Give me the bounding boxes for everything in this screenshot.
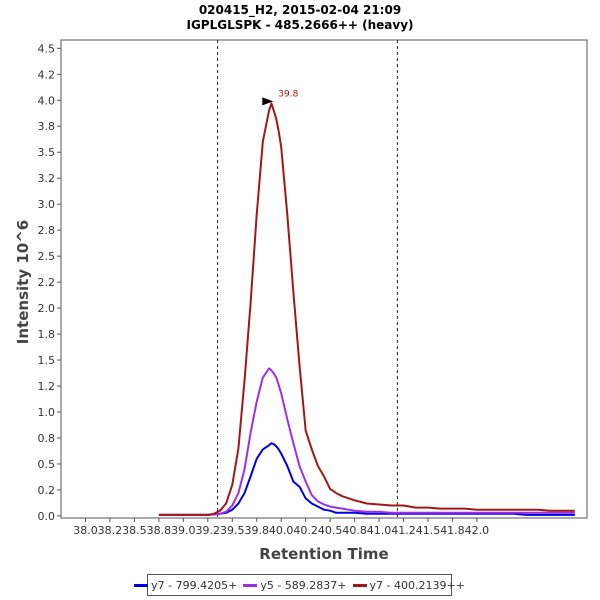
legend-item: y5 - 589.2837+ <box>243 578 347 592</box>
y-tick-label: 0.8 <box>38 432 56 445</box>
x-tick-label: 40.0 <box>269 524 294 537</box>
legend-swatch-icon <box>352 583 367 587</box>
x-tick-label: 38.5 <box>122 524 147 537</box>
y-tick-label: 1.0 <box>38 406 56 419</box>
chart-legend: y7 - 799.4205+ y5 - 589.2837+ y7 - 400.2… <box>134 574 465 596</box>
y-tick-label: 3.8 <box>38 120 56 133</box>
x-tick-label: 39.8 <box>244 524 269 537</box>
y-tick-label: 2.0 <box>38 302 56 315</box>
y-tick-label: 1.8 <box>38 328 56 341</box>
legend-label: y7 - 400.2139++ <box>369 578 465 592</box>
y-tick-label: 4.0 <box>38 94 56 107</box>
x-tick-label: 38.2 <box>98 524 123 537</box>
y-tick-label: 1.2 <box>38 380 56 393</box>
legend-swatch-icon <box>243 583 258 587</box>
x-tick-label: 39.2 <box>196 524 221 537</box>
x-tick-label: 38.0 <box>73 524 98 537</box>
y-tick-label: 0.0 <box>38 510 56 523</box>
x-tick-label: 40.2 <box>293 524 318 537</box>
x-tick-label: 42.0 <box>465 524 490 537</box>
series-line <box>158 367 575 516</box>
y-tick-label: 0.2 <box>38 484 56 497</box>
legend-label: y7 - 799.4205+ <box>151 578 238 592</box>
legend-swatch-icon <box>134 583 149 587</box>
chart-title: 020415_H2, 2015-02-04 21:09 <box>198 3 402 17</box>
y-tick-label: 2.5 <box>38 250 56 263</box>
x-axis-label: Retention Time <box>259 545 388 563</box>
y-axis-label: Intensity 10^6 <box>14 220 32 344</box>
y-tick-label: 0.5 <box>38 458 56 471</box>
x-tick-label: 39.5 <box>220 524 245 537</box>
x-tick-label: 41.2 <box>391 524 416 537</box>
x-tick-label: 40.5 <box>318 524 343 537</box>
x-tick-label: 41.8 <box>440 524 465 537</box>
plot-frame <box>60 39 588 519</box>
legend-item: y7 - 799.4205+ <box>134 579 237 592</box>
series-line <box>158 102 575 516</box>
x-tick-label: 41.5 <box>416 524 441 537</box>
chart-subtitle: IGPLGLSPK - 485.2666++ (heavy) <box>186 18 414 32</box>
peak-label: 39.8 <box>278 89 298 99</box>
peak-marker-icon <box>262 97 274 106</box>
y-tick-label: 3.2 <box>38 172 56 185</box>
y-tick-label: 4.2 <box>38 68 56 81</box>
x-tick-label: 41.0 <box>367 524 392 537</box>
y-tick-label: 4.5 <box>38 42 56 55</box>
y-tick-label: 2.8 <box>38 224 56 237</box>
x-tick-label: 39.0 <box>171 524 196 537</box>
y-tick-label: 2.2 <box>38 276 56 289</box>
y-tick-label: 3.5 <box>38 146 56 159</box>
legend-label: y5 - 589.2837+ <box>260 578 347 592</box>
x-tick-label: 40.8 <box>342 524 367 537</box>
y-tick-label: 1.5 <box>38 354 56 367</box>
legend-item: y7 - 400.2139++ <box>352 578 465 592</box>
x-tick-label: 38.8 <box>147 524 172 537</box>
y-tick-label: 3.0 <box>38 198 56 211</box>
